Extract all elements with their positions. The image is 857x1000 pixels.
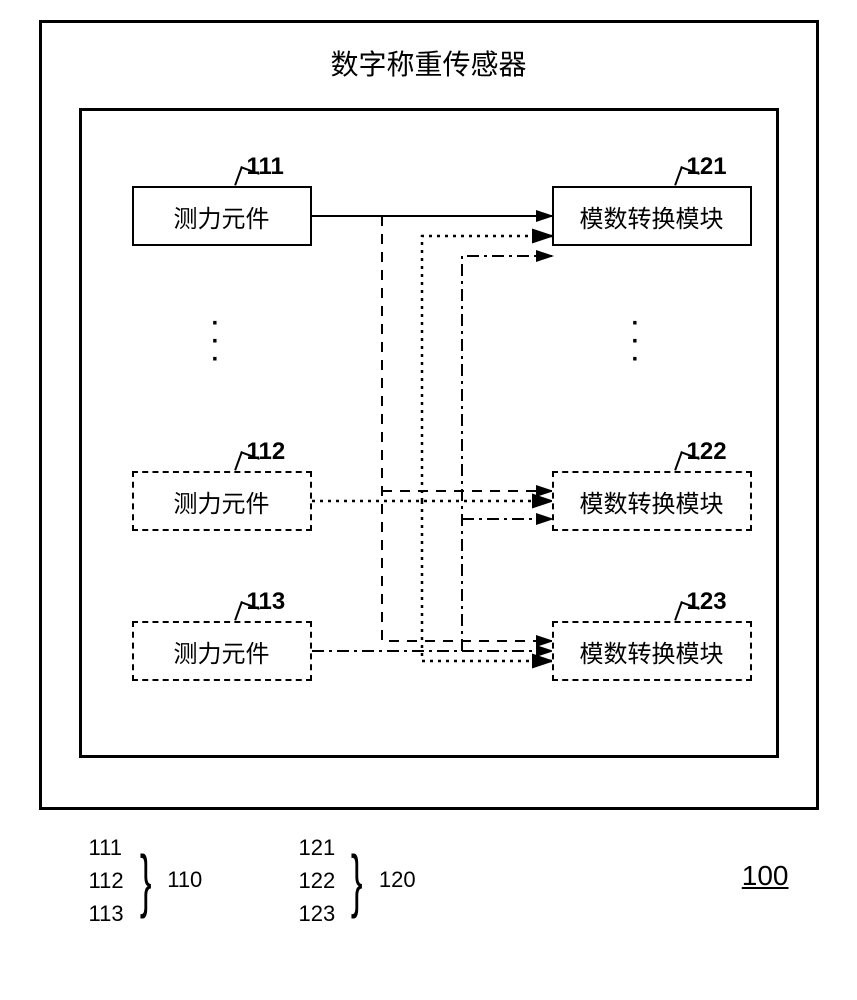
brace-icon: } [351, 830, 363, 930]
block-122: 模数转换模块 [552, 471, 752, 531]
legend-group-120: 121 122 123 } 120 [299, 830, 416, 930]
diagram-title: 数字称重传感器 [42, 23, 816, 93]
connection-line [382, 216, 552, 641]
legend-item: 112 [89, 864, 124, 897]
sensor-inner-frame: 测力元件测力元件测力元件模数转换模块模数转换模块模数转换模块1111121131… [79, 108, 779, 758]
ellipsis-vertical-icon: ··· [212, 311, 220, 373]
block-111: 测力元件 [132, 186, 312, 246]
brace-icon: } [140, 830, 152, 930]
block-123: 模数转换模块 [552, 621, 752, 681]
figure-number: 100 [742, 860, 789, 892]
legend-area: 111 112 113 } 110 121 122 123 } 120 100 [39, 830, 819, 950]
legend-parent-120: 120 [379, 867, 416, 893]
block-112: 测力元件 [132, 471, 312, 531]
connection-line [422, 236, 552, 501]
connection-line [462, 256, 552, 651]
block-113: 测力元件 [132, 621, 312, 681]
legend-members-110: 111 112 113 [89, 831, 124, 930]
connection-line [422, 501, 552, 661]
legend-members-120: 121 122 123 [299, 831, 336, 930]
legend-item: 111 [89, 831, 124, 864]
block-121: 模数转换模块 [552, 186, 752, 246]
legend-item: 121 [299, 831, 336, 864]
legend-item: 113 [89, 897, 124, 930]
ellipsis-vertical-icon: ··· [632, 311, 640, 373]
legend-parent-110: 110 [167, 867, 202, 893]
legend-item: 123 [299, 897, 336, 930]
legend-item: 122 [299, 864, 336, 897]
sensor-outer-frame: 数字称重传感器 测力元件测力元件测力元件模数转换模块模数转换模块模数转换模块11… [39, 20, 819, 810]
legend-group-110: 111 112 113 } 110 [89, 830, 203, 930]
